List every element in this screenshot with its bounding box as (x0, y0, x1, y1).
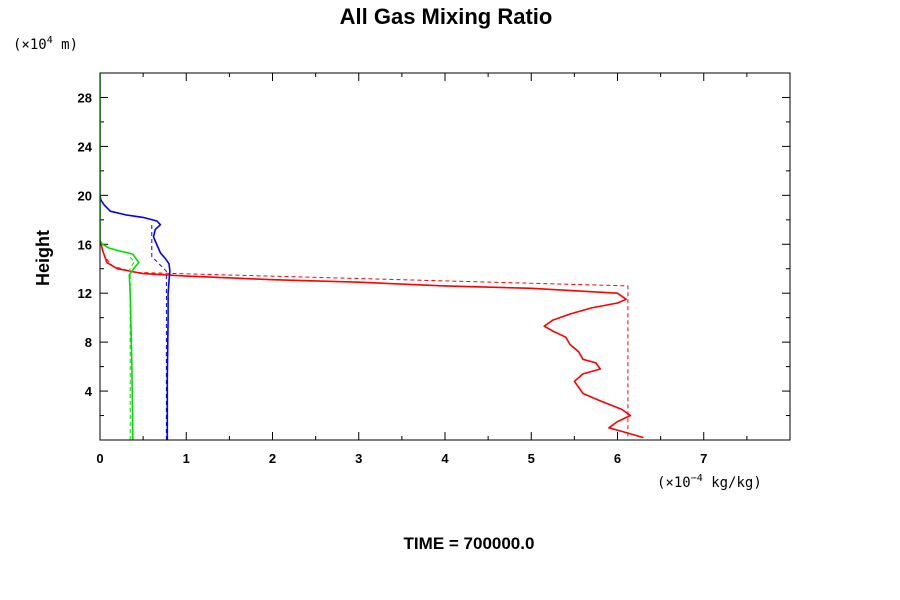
series-line-1 (100, 242, 644, 439)
series-line-6-dashed (127, 254, 135, 440)
series-line-5 (100, 73, 140, 440)
y-tick-label: 12 (78, 286, 92, 301)
y-tick-label: 4 (85, 384, 93, 399)
x-tick-label: 0 (96, 451, 103, 466)
x-tick-label: 5 (528, 451, 535, 466)
axis-ticks (99, 72, 791, 440)
y-tick-label: 28 (78, 90, 92, 105)
y-axis-label: Height (33, 230, 53, 286)
y-tick-label: 20 (78, 188, 92, 203)
x-tick-label: 2 (269, 451, 276, 466)
y-tick-label: 24 (78, 139, 93, 154)
x-tick-label: 3 (355, 451, 362, 466)
x-tick-label: 6 (614, 451, 621, 466)
data-series (100, 73, 644, 440)
series-line-4-dashed (151, 224, 167, 440)
x-tick-label: 1 (183, 451, 190, 466)
x-tick-label: 7 (700, 451, 707, 466)
y-unit-label: (×104 m) (13, 35, 78, 53)
y-tick-label: 8 (85, 335, 92, 350)
x-tick-label: 4 (441, 451, 449, 466)
plot-frame (99, 72, 791, 441)
series-line-3 (100, 195, 171, 440)
series-line-2-dashed (103, 256, 629, 437)
chart-title: All Gas Mixing Ratio (340, 4, 553, 29)
y-tick-label: 16 (78, 237, 92, 252)
time-footer: TIME = 700000.0 (404, 534, 535, 553)
x-unit-label: (×10−4 kg/kg) (657, 473, 762, 491)
